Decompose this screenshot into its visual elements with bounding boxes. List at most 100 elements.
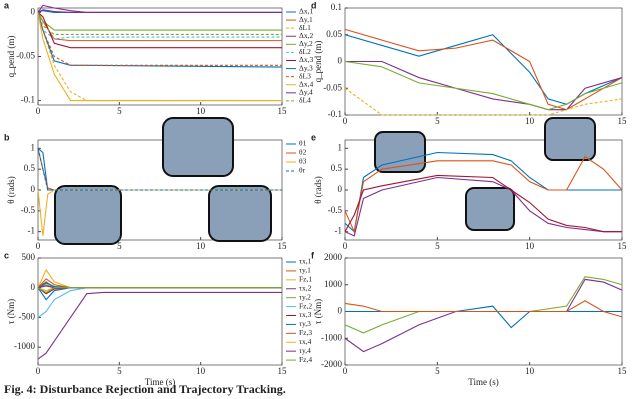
panel-label: c xyxy=(4,250,9,260)
x-tick-label: 15 xyxy=(278,106,288,116)
data-line xyxy=(37,291,282,360)
data-line xyxy=(37,12,282,102)
y-tick-label: -1 xyxy=(28,226,36,236)
y-axis-label: θ (rads) xyxy=(6,176,16,204)
legend-label: Δy,2 xyxy=(299,39,313,48)
x-tick-label: 15 xyxy=(618,366,628,376)
legend-label: θ1 xyxy=(299,139,307,148)
data-line xyxy=(344,300,623,318)
y-axis-label: τ (Nm) xyxy=(313,299,323,324)
data-line xyxy=(344,155,623,234)
data-line xyxy=(37,147,282,191)
data-line xyxy=(37,12,282,40)
x-axis-label: Time (s) xyxy=(145,377,175,387)
data-line xyxy=(37,12,282,102)
legend-label: Δy,1 xyxy=(299,15,313,24)
legend-label: θ3 xyxy=(299,157,307,166)
legend-label: δL4 xyxy=(299,96,311,105)
legend-label: Fz,4 xyxy=(299,355,312,364)
legend-label: τy,2 xyxy=(299,292,311,301)
data-line xyxy=(37,148,282,191)
x-axis-label: Time (s) xyxy=(468,377,498,387)
data-line xyxy=(345,305,622,329)
x-tick-label: 10 xyxy=(525,366,535,376)
data-line xyxy=(37,268,282,289)
panel-label: f xyxy=(311,250,315,260)
data-line xyxy=(344,28,623,111)
y-tick-label: -1 xyxy=(335,226,343,236)
legend-label: Fz,2 xyxy=(299,301,312,310)
x-tick-label: 5 xyxy=(435,366,440,376)
y-tick-label: 0 xyxy=(31,184,36,194)
data-line xyxy=(37,12,282,66)
x-tick-label: 0 xyxy=(36,241,41,251)
panel-label: e xyxy=(311,132,316,142)
legend-label: Δx,3 xyxy=(299,55,313,64)
y-tick-label: 500 xyxy=(22,252,36,262)
x-tick-label: 5 xyxy=(117,106,122,116)
y-tick-label: 1 xyxy=(338,142,343,152)
y-axis-label: θ (rads) xyxy=(313,176,323,204)
legend-label: Δx,2 xyxy=(299,31,313,40)
panel-label: d xyxy=(311,0,317,10)
y-tick-label: -0.5 xyxy=(21,205,36,215)
x-tick-label: 0 xyxy=(343,241,348,251)
y-tick-label: -2000 xyxy=(321,359,342,369)
x-tick-label: 0 xyxy=(343,366,348,376)
y-tick-label: -0.5 xyxy=(328,205,343,215)
legend-label: τy,3 xyxy=(299,319,311,328)
legend-label: δL1 xyxy=(299,23,311,32)
x-tick-label: 0 xyxy=(36,106,41,116)
y-tick-label: 0.5 xyxy=(24,163,36,173)
legend-label: Fz,3 xyxy=(299,328,312,337)
x-tick-label: 5 xyxy=(117,241,122,251)
data-line xyxy=(37,282,282,289)
x-tick-label: 0 xyxy=(36,366,41,376)
y-tick-label: -0.1 xyxy=(21,95,35,105)
inset-photo xyxy=(374,131,426,173)
legend-label: τx,2 xyxy=(299,283,312,292)
x-tick-label: 5 xyxy=(117,366,122,376)
y-tick-label: 1000 xyxy=(324,279,343,289)
data-line xyxy=(37,287,282,294)
x-tick-label: 15 xyxy=(618,116,628,126)
plot-area xyxy=(344,7,623,116)
data-line xyxy=(37,12,282,49)
plot-area xyxy=(37,7,283,106)
y-tick-label: 0.5 xyxy=(331,163,343,173)
legend-label: δL2 xyxy=(299,47,311,56)
y-tick-label: -0.05 xyxy=(323,82,342,92)
data-line xyxy=(344,278,623,353)
y-tick-label: -1000 xyxy=(321,332,342,342)
y-axis-label: q_pend (m) xyxy=(6,36,16,78)
x-tick-label: 10 xyxy=(196,241,206,251)
y-tick-label: -0.1 xyxy=(328,109,342,119)
panel-label: a xyxy=(4,0,10,10)
x-tick-label: 15 xyxy=(618,241,628,251)
data-line xyxy=(37,281,282,289)
legend-label: Fz,1 xyxy=(299,275,312,284)
data-line xyxy=(344,276,623,334)
legend-label: δL3 xyxy=(299,71,311,80)
y-tick-label: 0 xyxy=(338,306,343,316)
y-tick-label: 1 xyxy=(31,142,36,152)
inset-photo xyxy=(544,117,596,161)
legend-label: θr xyxy=(299,166,306,175)
legend-label: τx,3 xyxy=(299,310,312,319)
x-tick-label: 15 xyxy=(278,241,288,251)
y-tick-label: 0 xyxy=(31,282,36,292)
legend-label: τy,1 xyxy=(299,266,311,275)
y-tick-label: -0.05 xyxy=(16,51,35,61)
x-tick-label: 5 xyxy=(435,241,440,251)
y-axis-label: q_pend (m) xyxy=(313,41,323,83)
y-tick-label: 0.1 xyxy=(331,2,342,12)
y-tick-label: -1000 xyxy=(14,341,35,351)
data-line xyxy=(344,60,623,111)
data-line xyxy=(344,87,623,116)
x-tick-label: 10 xyxy=(525,116,535,126)
y-tick-label: 0 xyxy=(338,56,343,66)
data-line xyxy=(37,148,282,191)
x-tick-label: 10 xyxy=(196,366,206,376)
legend-label: τx,4 xyxy=(299,337,312,346)
x-tick-label: 0 xyxy=(343,116,348,126)
